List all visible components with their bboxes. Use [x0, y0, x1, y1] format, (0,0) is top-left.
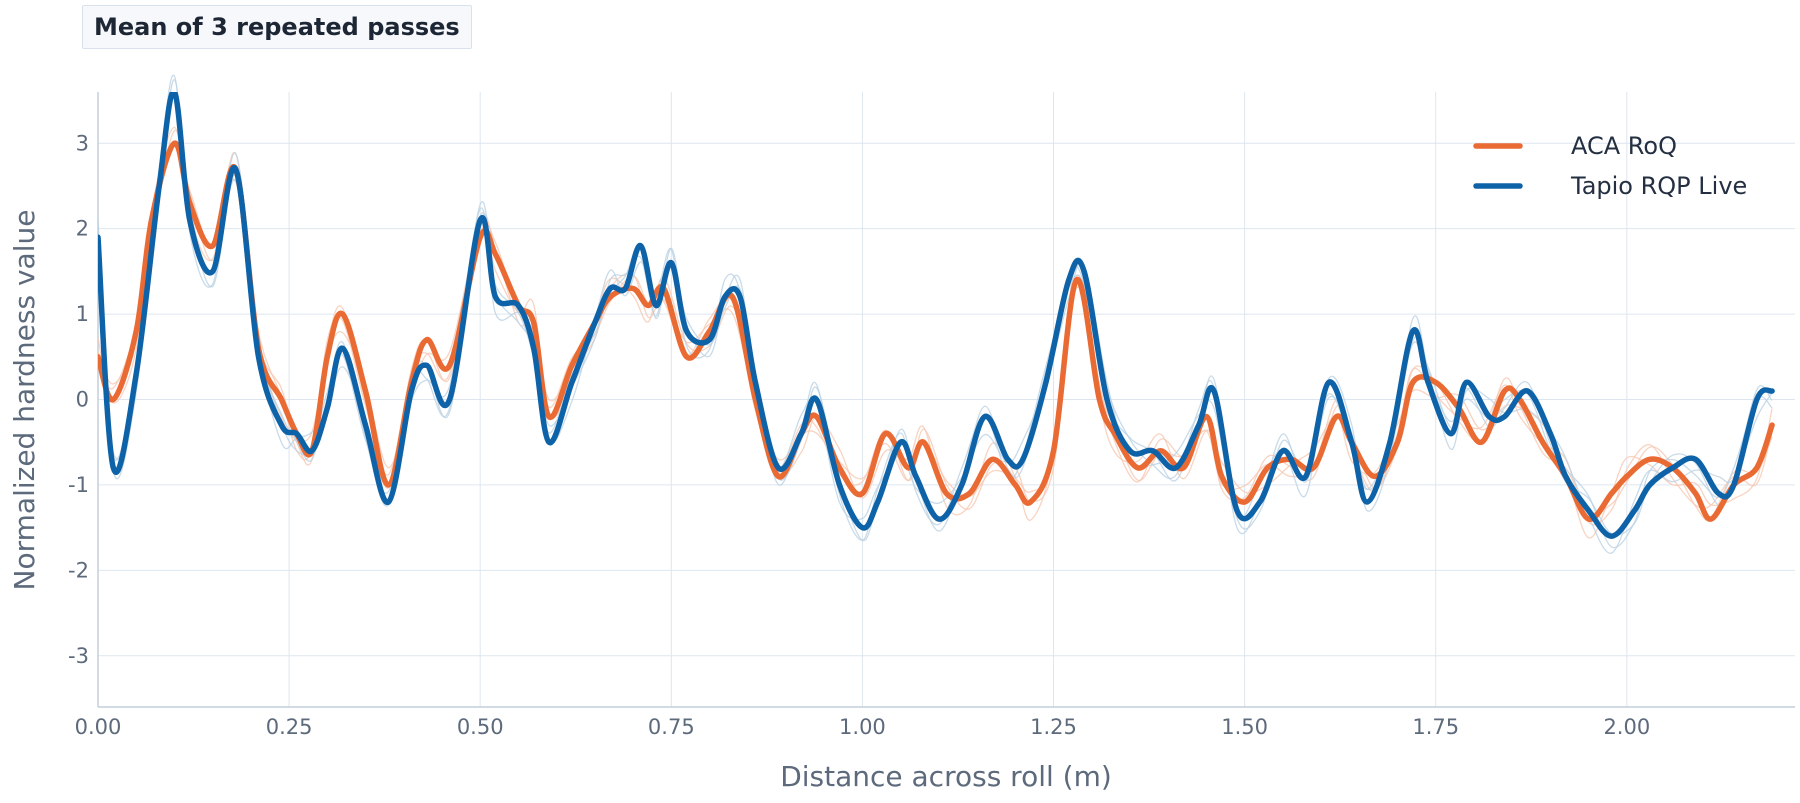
series-line-tapio-rqp-live [98, 92, 1775, 539]
y-tick-label: 0 [76, 388, 89, 412]
y-tick-label: 3 [76, 131, 89, 155]
x-tick-label: 0.00 [75, 715, 122, 739]
y-tick-label: 1 [76, 302, 89, 326]
x-tick-label: 1.25 [1030, 715, 1077, 739]
legend: ACA RoQ Tapio RQP Live [1473, 132, 1747, 200]
x-tick-label: 1.75 [1412, 715, 1459, 739]
legend-label: Tapio RQP Live [1570, 172, 1747, 200]
legend-label: ACA RoQ [1571, 132, 1677, 160]
chart-title: Mean of 3 repeated passes [94, 13, 460, 41]
y-tick-label: -2 [68, 558, 89, 582]
x-tick-label: 0.75 [648, 715, 695, 739]
x-tick-label: 1.50 [1221, 715, 1268, 739]
x-tick-label: 0.50 [457, 715, 504, 739]
y-tick-label: 2 [76, 217, 89, 241]
axes: 0.00 0.25 0.50 0.75 1.00 1.25 1.50 1.75 2.00 3 2 1 0… [68, 92, 1795, 739]
y-tick-label: -1 [68, 473, 89, 497]
x-axis-label: Distance across roll (m) [780, 760, 1112, 793]
x-tick-label: 2.00 [1603, 715, 1650, 739]
chart-title-box: Mean of 3 repeated passes [82, 5, 472, 49]
grid [98, 92, 1795, 707]
y-axis-label: Normalized hardness value [8, 210, 41, 591]
series-lines [97, 74, 1775, 554]
x-tick-label: 0.25 [266, 715, 313, 739]
series-line-aca-roq [98, 140, 1775, 522]
y-tick-label: -3 [68, 644, 89, 668]
x-tick-label: 1.00 [839, 715, 886, 739]
